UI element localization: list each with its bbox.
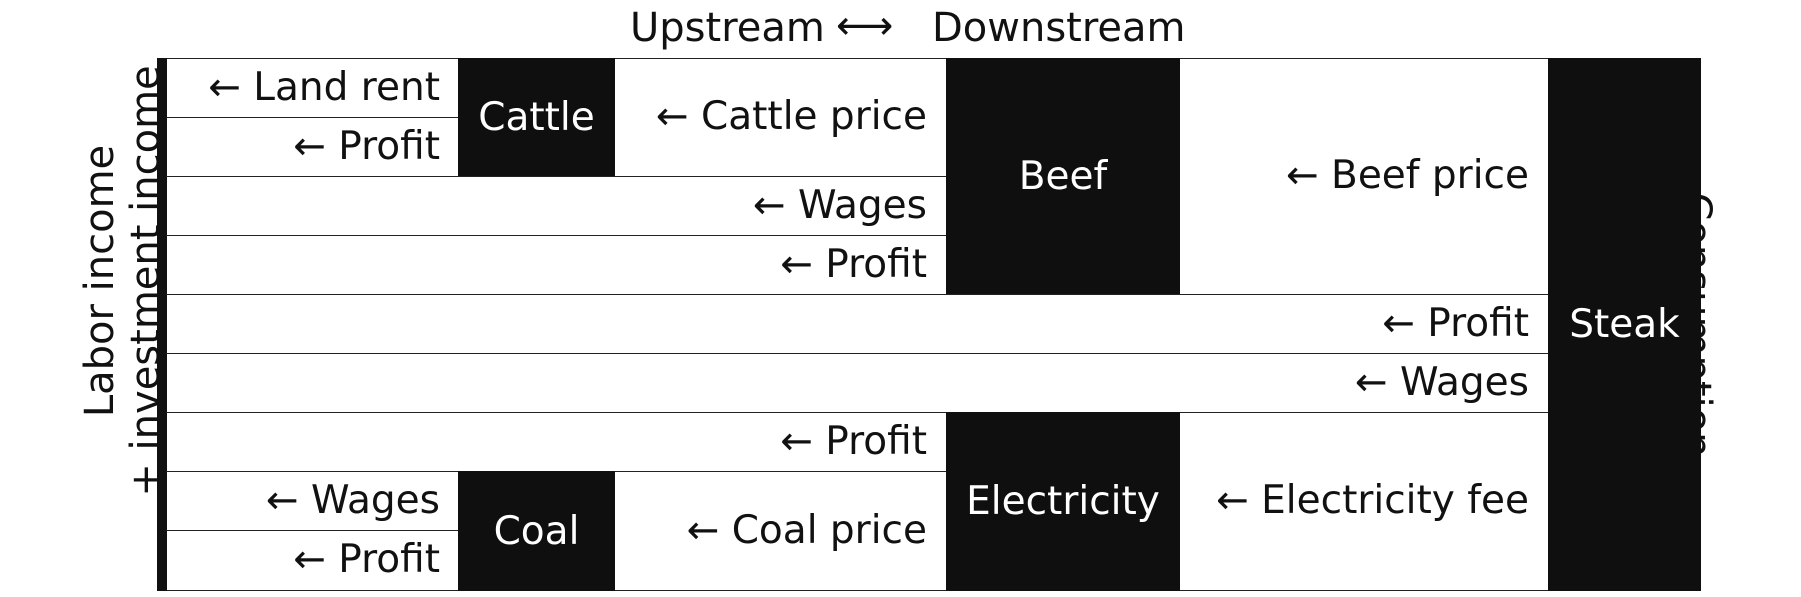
cattle-box <box>458 58 615 176</box>
flow-cattle-price: ← Cattle price <box>655 94 927 139</box>
electricity-label: Electricity <box>966 479 1160 524</box>
flow-beef-profit: ← Profit <box>780 242 927 287</box>
cattle-label: Cattle <box>478 94 595 140</box>
steak-box <box>1548 58 1701 591</box>
left-income-line1: Labor income <box>77 144 123 418</box>
flow-steak-profit: ← Profit <box>1382 301 1529 346</box>
divider-beef-wages <box>166 235 946 236</box>
header-upstream: Upstream <box>630 5 825 51</box>
flow-electricity-profit: ← Profit <box>780 419 927 464</box>
flow-cattle-profit: ← Profit <box>293 124 440 169</box>
header-arrow: ⟷ <box>836 3 894 49</box>
flow-beef-wages: ← Wages <box>752 183 927 228</box>
flow-coal-price: ← Coal price <box>686 508 927 553</box>
divider-steak-profit <box>166 353 1548 354</box>
divider-land-rent <box>166 117 458 118</box>
coal-box <box>458 471 615 591</box>
flow-coal-profit: ← Profit <box>293 537 440 582</box>
divider-coal-wages <box>166 530 458 531</box>
beef-label: Beef <box>1018 153 1108 199</box>
flow-beef-price: ← Beef price <box>1285 153 1529 198</box>
divider-electricity-top <box>166 412 1548 413</box>
header-downstream: Downstream <box>932 5 1186 51</box>
left-income-label: Labor income + investment income <box>77 51 169 511</box>
flow-coal-wages: ← Wages <box>265 478 440 523</box>
electricity-box <box>946 412 1180 591</box>
flow-steak-wages: ← Wages <box>1354 360 1529 405</box>
steak-label: Steak <box>1569 302 1680 347</box>
income-bar <box>157 58 167 591</box>
divider-cattle-bottom <box>166 176 946 177</box>
divider-beef-bottom <box>166 294 1548 295</box>
flow-land-rent: ← Land rent <box>208 65 440 110</box>
beef-box <box>946 58 1180 294</box>
flow-electricity-fee: ← Electricity fee <box>1216 478 1529 523</box>
coal-label: Coal <box>493 508 580 554</box>
